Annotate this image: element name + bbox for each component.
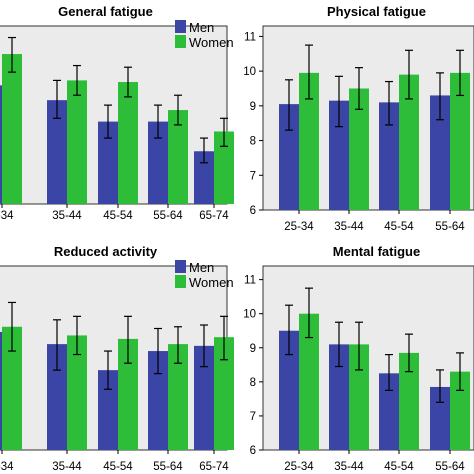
x-tick-label: 45-54 xyxy=(384,461,414,473)
bar-men-55-64 xyxy=(430,386,450,450)
bar-women-45-54 xyxy=(118,82,138,204)
x-tick-label: 55-64 xyxy=(435,221,465,233)
y-tick-label: 10 xyxy=(243,309,256,321)
bar-women-25-34 xyxy=(299,313,319,450)
chart-title: General fatigue xyxy=(58,4,153,19)
bar-men-25-34 xyxy=(279,104,299,210)
bar-men-25-34 xyxy=(0,331,2,450)
bar-men-65-74 xyxy=(194,151,214,204)
x-tick-label: 5-34 xyxy=(0,210,14,222)
bar-women-65-74 xyxy=(214,337,234,450)
bar-men-55-64 xyxy=(148,121,168,204)
x-tick-label: 55-64 xyxy=(153,461,183,473)
bar-women-25-34 xyxy=(2,326,22,450)
x-tick-label: 35-44 xyxy=(52,210,82,222)
y-tick-label: 6 xyxy=(250,445,256,457)
bar-women-55-64 xyxy=(450,72,470,211)
x-tick-label: 35-44 xyxy=(334,221,364,233)
bar-women-45-54 xyxy=(118,338,138,450)
bar-women-35-44 xyxy=(67,335,87,450)
bar-men-35-44 xyxy=(47,344,67,450)
x-tick-label: 45-54 xyxy=(103,461,133,473)
bar-men-45-54 xyxy=(98,121,118,204)
y-tick-label: 6 xyxy=(250,205,256,217)
legend-swatch-men xyxy=(175,20,186,33)
bar-men-35-44 xyxy=(329,100,349,210)
x-tick-label: 55-64 xyxy=(153,210,183,222)
x-tick-label: 35-44 xyxy=(52,461,82,473)
x-tick-label: 65-74 xyxy=(199,210,229,222)
bar-women-25-34 xyxy=(2,54,22,204)
bar-women-35-44 xyxy=(349,344,369,450)
legend-label-women: Women xyxy=(189,35,234,50)
chart-title: Mental fatigue xyxy=(333,244,420,259)
y-tick-label: 11 xyxy=(244,31,256,43)
y-tick-label: 8 xyxy=(250,377,256,389)
chart-title: Physical fatigue xyxy=(327,4,426,19)
x-tick-label: 35-44 xyxy=(334,461,364,473)
x-tick-label: 45-54 xyxy=(103,210,133,222)
bar-women-55-64 xyxy=(168,344,188,450)
legend-swatch-women xyxy=(175,35,186,48)
bar-men-45-54 xyxy=(379,373,399,450)
bar-women-35-44 xyxy=(349,88,369,210)
x-tick-label: 25-34 xyxy=(284,461,314,473)
bar-men-55-64 xyxy=(430,95,450,210)
bar-women-35-44 xyxy=(67,80,87,204)
bar-men-25-34 xyxy=(0,85,2,204)
x-tick-label: 65-74 xyxy=(199,461,229,473)
x-tick-label: 25-34 xyxy=(284,221,314,233)
y-tick-label: 7 xyxy=(250,170,256,182)
bar-men-35-44 xyxy=(329,344,349,450)
bar-men-65-74 xyxy=(194,345,214,450)
legend-swatch-women xyxy=(175,275,186,288)
bar-women-55-64 xyxy=(450,371,470,450)
bar-men-45-54 xyxy=(379,102,399,210)
y-tick-label: 7 xyxy=(250,411,256,423)
bar-women-25-34 xyxy=(299,72,319,211)
y-tick-label: 8 xyxy=(250,136,256,148)
bar-women-45-54 xyxy=(399,74,419,210)
y-tick-label: 10 xyxy=(243,66,256,78)
bar-men-25-34 xyxy=(279,330,299,450)
x-tick-label: 5-34 xyxy=(0,461,14,473)
legend-label-women: Women xyxy=(189,275,234,290)
y-tick-label: 9 xyxy=(250,343,256,355)
chart-title: Reduced activity xyxy=(54,244,158,259)
bar-women-55-64 xyxy=(168,110,188,204)
chart-panel-4: Mental fatigue 6 7 8 9 10 11 25-34 35-44 45-54 55-… xyxy=(243,244,474,473)
y-tick-label: 11 xyxy=(244,275,256,287)
bar-men-45-54 xyxy=(98,370,118,450)
chart-panel-1: General fatigue 5-34 35-44 45-54 55-64 65-74 M… xyxy=(0,4,234,222)
bar-women-45-54 xyxy=(399,352,419,450)
chart-panel-2: Physical fatigue 6 7 8 9 10 11 25-34 35-44 45-54 5… xyxy=(243,4,474,233)
x-tick-label: 55-64 xyxy=(435,461,465,473)
bar-women-65-74 xyxy=(214,131,234,204)
y-tick-label: 9 xyxy=(250,101,256,113)
legend-label-men: Men xyxy=(189,260,214,275)
bar-men-35-44 xyxy=(47,100,67,204)
chart-panel-3: Reduced activity 5-34 35-44 45-54 55-64 65-74… xyxy=(0,244,234,473)
legend-swatch-men xyxy=(175,260,186,273)
bar-men-55-64 xyxy=(148,351,168,450)
legend-label-men: Men xyxy=(189,20,214,35)
x-tick-label: 45-54 xyxy=(384,221,414,233)
